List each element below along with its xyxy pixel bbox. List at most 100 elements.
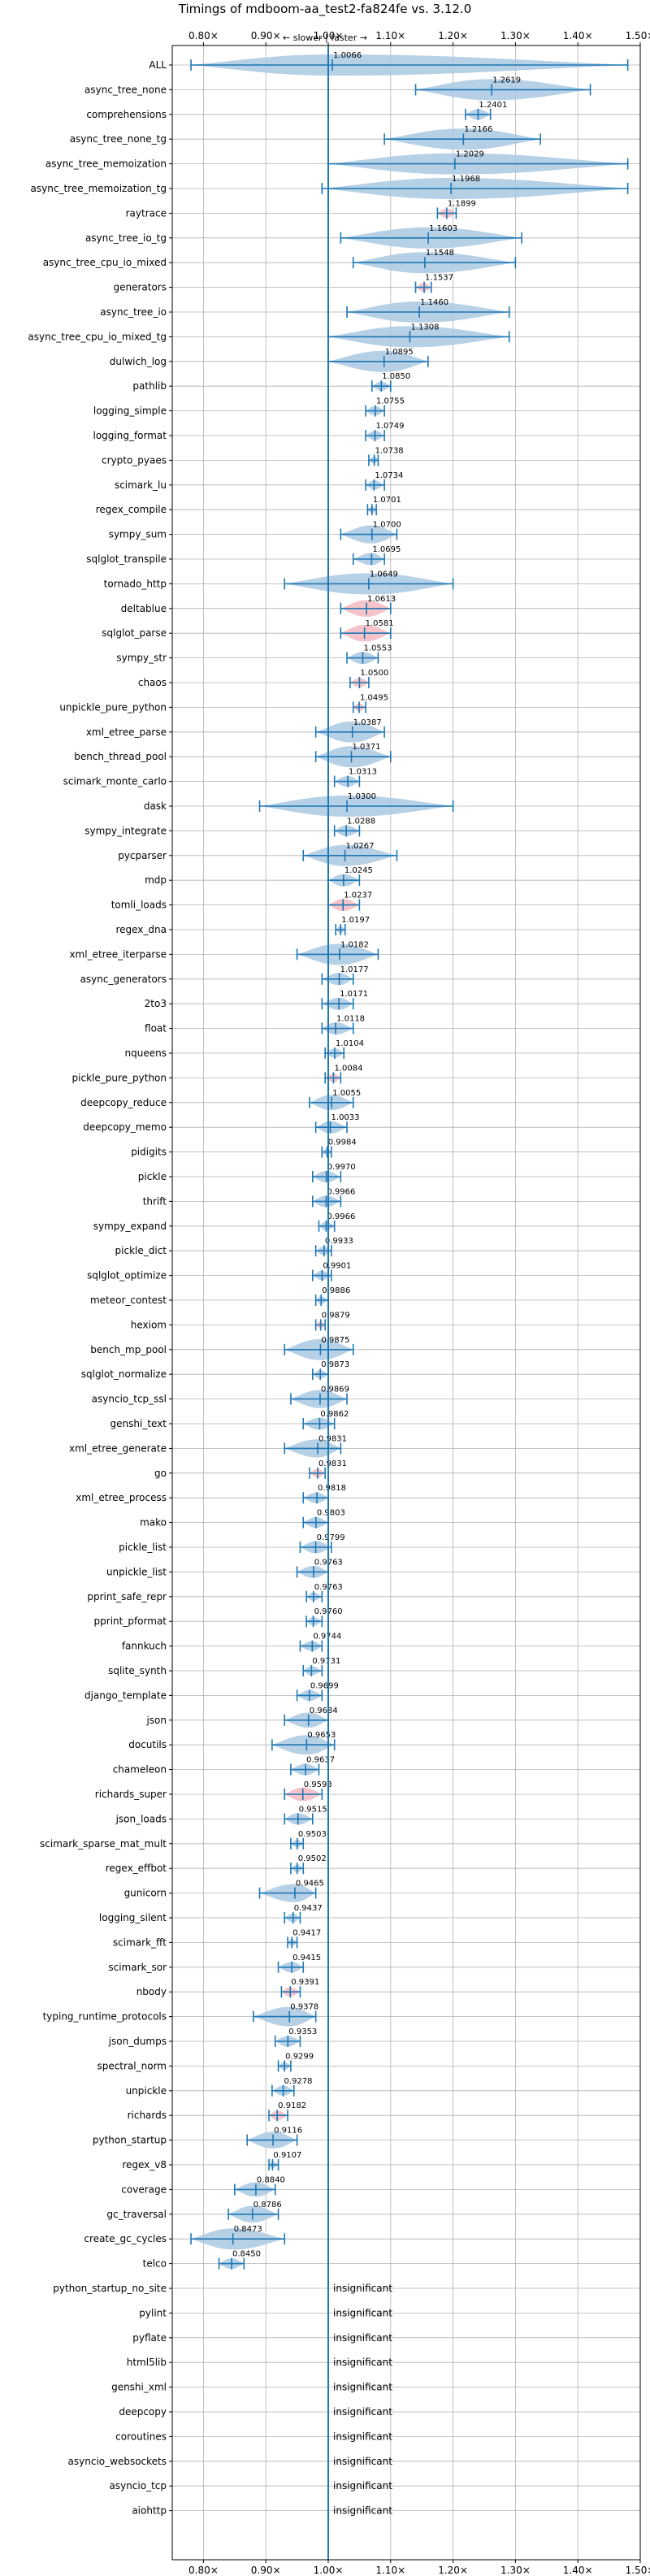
median-value-label: 0.8450 <box>232 2250 261 2259</box>
benchmark-name: sqlglot_optimize <box>87 1270 167 1281</box>
grid-lines <box>172 46 641 2560</box>
median-value-label: 1.0755 <box>376 397 405 406</box>
benchmark-name: scimark_sor <box>108 1962 167 1973</box>
benchmark-row: async_tree_io_tg 1.1603 <box>85 224 522 249</box>
benchmark-row: pprint_pformat0.9760 <box>94 1607 343 1628</box>
benchmark-name: pyflate <box>132 2332 167 2344</box>
median-value-label: 0.9278 <box>284 2077 313 2086</box>
insignificant-label: insignificant <box>333 2505 392 2517</box>
benchmark-row: raytrace 1.1899 <box>126 199 476 219</box>
benchmark-row: async_tree_memoization_tg 1.1968 <box>31 175 629 199</box>
median-value-label: 1.0055 <box>332 1089 361 1098</box>
benchmark-name: gunicorn <box>124 1888 167 1899</box>
median-value-label: 0.8840 <box>257 2175 285 2184</box>
median-value-label: 0.9875 <box>321 1336 349 1345</box>
benchmark-name: spectral_norm <box>97 2060 167 2071</box>
median-value-label: 0.8473 <box>234 2225 262 2234</box>
x-tick-label-bottom: 1.50× <box>626 2565 650 2576</box>
x-tick-label-top: 1.30× <box>500 30 531 41</box>
benchmark-row: pyflate insignificant <box>132 2332 392 2344</box>
median-value-label: 1.0104 <box>336 1039 364 1048</box>
benchmark-name: mako <box>140 1517 167 1529</box>
benchmark-row: xml_etree_generate 0.9831 <box>69 1434 347 1458</box>
median-value-label: 0.9515 <box>299 1805 327 1814</box>
benchmark-name: tomli_loads <box>111 900 167 911</box>
benchmark-name: chaos <box>138 677 167 688</box>
benchmark-name: sympy_sum <box>109 529 167 540</box>
median-value-label: 1.1537 <box>425 274 453 283</box>
median-value-label: 1.1968 <box>452 175 480 184</box>
benchmark-row: unpickle 0.9278 <box>126 2077 313 2097</box>
benchmark-name: coverage <box>121 2184 167 2195</box>
benchmark-row: sqlglot_normalize 0.9873 <box>81 1360 349 1381</box>
x-tick-label-top: 1.40× <box>563 30 593 41</box>
median-value-label: 1.1899 <box>448 199 476 208</box>
median-value-label: 1.0300 <box>348 792 376 801</box>
median-value-label: 0.9879 <box>322 1311 350 1320</box>
median-value-label: 0.9637 <box>306 1756 335 1765</box>
median-value-label: 1.0701 <box>373 496 401 505</box>
median-value-label: 1.0850 <box>382 372 410 381</box>
median-value-label: 1.0895 <box>385 348 414 357</box>
benchmark-row: float 1.0118 <box>145 1015 365 1035</box>
benchmark-name: tornado_http <box>104 578 167 589</box>
benchmark-row: pickle_dict 0.9933 <box>115 1237 353 1257</box>
benchmark-row: dulwich_log 1.0895 <box>110 348 429 372</box>
benchmark-name: pidigits <box>131 1147 167 1158</box>
x-tick-label-top: 1.50× <box>626 30 650 41</box>
median-value-label: 1.0313 <box>349 768 377 777</box>
benchmark-row: pprint_safe_repr0.9763 <box>87 1583 343 1602</box>
benchmark-row: coverage 0.8840 <box>121 2175 285 2197</box>
benchmark-name: genshi_xml <box>111 2382 167 2393</box>
benchmark-name: dask <box>144 800 167 812</box>
benchmark-name: logging_format <box>93 430 167 441</box>
benchmark-name: sympy_expand <box>93 1221 167 1232</box>
benchmark-row: html5lib insignificant <box>127 2357 392 2368</box>
benchmark-row: bench_thread_pool 1.0371 <box>74 743 392 768</box>
benchmark-row: create_gc_cycles 0.8473 <box>84 2225 286 2250</box>
median-value-label: 0.9984 <box>328 1138 357 1147</box>
x-tick-label-top: 1.10× <box>375 30 405 41</box>
median-value-label: 1.0084 <box>334 1064 362 1073</box>
median-value-label: 1.0613 <box>367 595 396 604</box>
benchmark-row: scimark_lu 1.0734 <box>115 471 403 491</box>
benchmark-name: async_tree_memoization <box>46 158 167 170</box>
median-value-label: 1.0066 <box>333 51 362 60</box>
benchmark-name: nqueens <box>125 1047 167 1059</box>
benchmark-row: go 0.9831 <box>154 1459 347 1479</box>
benchmark-name: scimark_sparse_mat_mult <box>40 1838 167 1850</box>
benchmark-name: sqlglot_parse <box>102 627 167 639</box>
median-value-label: 1.0649 <box>370 570 398 579</box>
median-value-label: 1.0288 <box>347 817 375 826</box>
benchmark-row: pickle_list 0.9799 <box>119 1533 345 1554</box>
benchmark-row: sqlglot_transpile 1.0695 <box>86 545 401 566</box>
x-axis-bottom: 0.80× 0.90× 1.00× 1.10× 1.20× 1.30× 1.40× 1.50× <box>188 2560 650 2576</box>
benchmark-row: deepcopy insignificant <box>119 2406 392 2418</box>
median-value-label: 1.0118 <box>336 1015 365 1024</box>
median-value-label: 0.9901 <box>323 1262 351 1271</box>
median-value-label: 0.9970 <box>327 1163 356 1172</box>
benchmark-row: pycparser 1.0267 <box>118 842 398 866</box>
median-value-label: 1.0182 <box>340 940 369 949</box>
benchmark-row: regex_effbot 0.9502 <box>106 1854 327 1875</box>
benchmark-name: 2to3 <box>145 998 167 1009</box>
benchmark-row: pidigits 0.9984 <box>131 1138 357 1158</box>
benchmark-name: async_tree_cpu_io_mixed <box>43 257 167 268</box>
median-value-label: 1.0267 <box>346 842 375 851</box>
benchmark-row: nbody 0.9391 <box>136 1978 319 1998</box>
median-value-label: 0.9966 <box>327 1212 355 1221</box>
benchmark-row: sqlglot_optimize 0.9901 <box>87 1262 351 1281</box>
benchmark-name: genshi_text <box>110 1418 167 1429</box>
benchmark-name: pprint_safe_repr <box>87 1591 167 1602</box>
median-value-label: 0.9886 <box>322 1286 350 1295</box>
benchmark-name: xml_etree_process <box>76 1492 167 1503</box>
median-value-label: 1.0734 <box>375 471 403 480</box>
benchmark-name: regex_dna <box>115 924 167 935</box>
insignificant-label: insignificant <box>333 2456 392 2467</box>
benchmark-name: aiohttp <box>132 2505 167 2517</box>
median-value-label: 1.0237 <box>344 891 372 900</box>
benchmark-row: telco 0.8450 <box>143 2250 261 2270</box>
median-value-label: 1.0245 <box>344 866 373 875</box>
benchmark-name: sympy_str <box>116 653 167 664</box>
